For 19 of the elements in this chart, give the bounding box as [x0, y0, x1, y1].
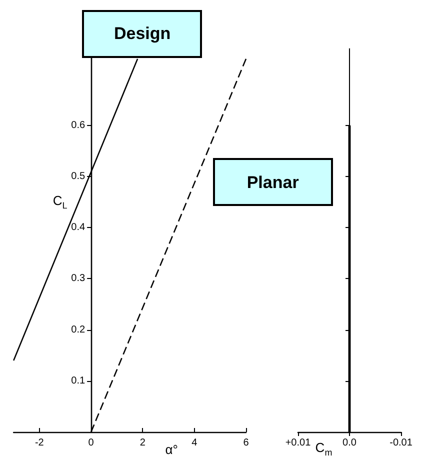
- y-tick-label: 0.2: [71, 324, 86, 336]
- x-tick-label: -2: [34, 438, 44, 448]
- y-tick-label: 0.1: [71, 375, 86, 386]
- y-tick-label: 0.6: [71, 120, 86, 131]
- x-tick-label: +0.01: [285, 438, 312, 448]
- y-axis-title: C$_{L}$: [52, 192, 68, 210]
- x-tick-label: 0: [88, 438, 94, 448]
- x-axis-title: α°: [165, 442, 178, 456]
- y-tick-label: 0.5: [71, 170, 86, 182]
- x-axis-title: C$_{m}$: [315, 440, 332, 458]
- x-tick-label: 0.0: [342, 438, 357, 448]
- y-tick-label: 0.3: [71, 273, 86, 284]
- x-tick-label: 2: [140, 438, 146, 448]
- x-tick-label: 6: [243, 438, 250, 448]
- y-tick-label: 0.4: [71, 222, 86, 234]
- x-tick-label: 4: [192, 438, 198, 448]
- text: Planar: [246, 172, 299, 192]
- x-tick-label: -0.01: [390, 438, 413, 448]
- series-label: Design: [114, 24, 171, 44]
